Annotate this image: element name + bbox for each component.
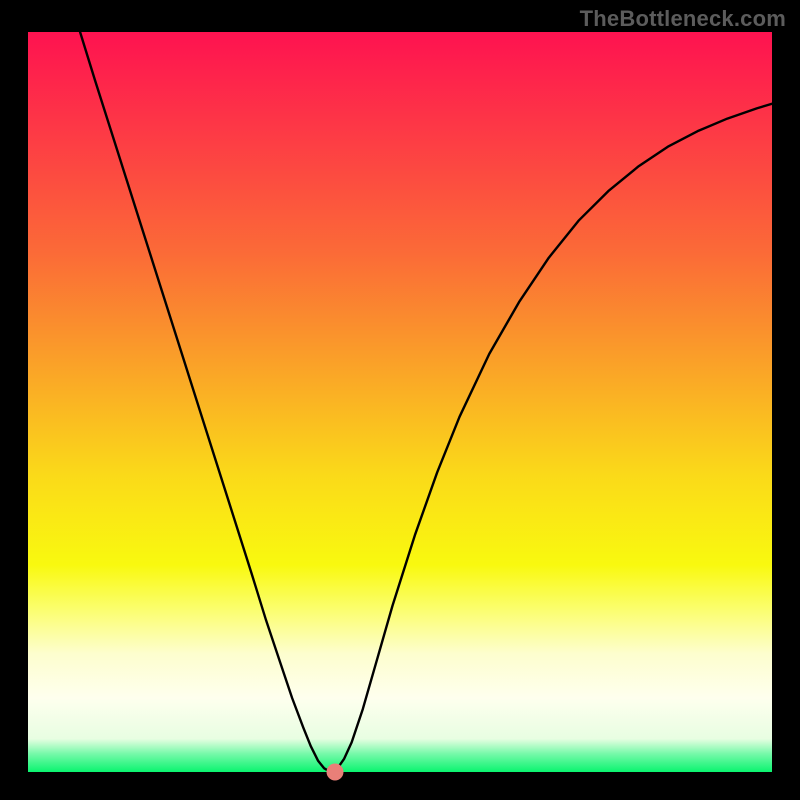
figure-canvas: TheBottleneck.com [0,0,800,800]
watermark-text: TheBottleneck.com [580,6,786,32]
plot-area [28,32,772,772]
vertex-marker [326,764,343,781]
curve-line [28,32,772,772]
